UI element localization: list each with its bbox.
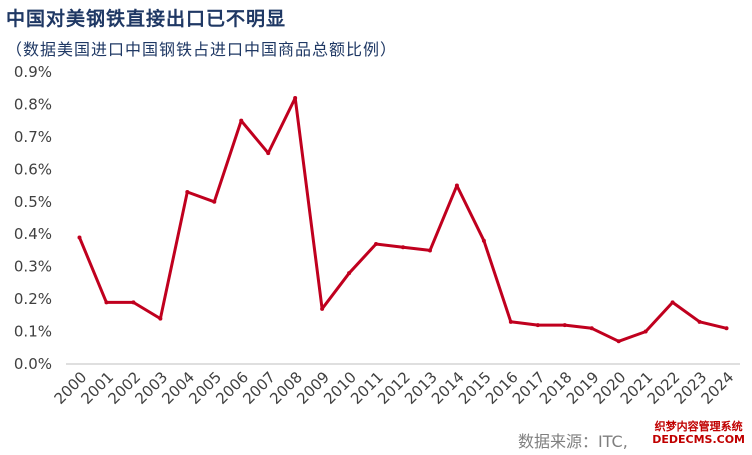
- y-tick-label: 0.3%: [14, 258, 52, 276]
- y-tick-label: 0.7%: [14, 128, 52, 146]
- chart-subtitle: （数据美国进口中国钢铁占进口中国商品总额比例）: [6, 40, 398, 59]
- watermark-logo: 织梦内容管理系统 DEDECMS.COM: [649, 418, 748, 448]
- data-point: [266, 151, 271, 156]
- series-line: [78, 96, 727, 343]
- data-point: [535, 323, 540, 328]
- data-point: [643, 329, 648, 334]
- data-point: [293, 95, 298, 100]
- data-point: [562, 323, 567, 328]
- y-axis: 0.0% 0.1% 0.2% 0.3% 0.4% 0.5% 0.6% 0.7% 0.8% 0.9%: [14, 63, 52, 373]
- y-tick-label: 0.9%: [14, 63, 52, 81]
- data-point: [158, 316, 163, 321]
- y-tick-label: 0.5%: [14, 193, 52, 211]
- data-point: [724, 326, 729, 331]
- data-point: [401, 245, 405, 250]
- y-tick-label: 0.1%: [14, 323, 52, 341]
- data-point: [320, 306, 325, 311]
- data-point: [131, 300, 136, 305]
- chart-title: 中国对美钢铁直接出口已不明显: [6, 8, 287, 30]
- data-point: [239, 118, 244, 123]
- watermark-line1: 织梦内容管理系统: [654, 420, 743, 433]
- data-point: [670, 300, 675, 305]
- y-tick-label: 0.2%: [14, 290, 52, 308]
- data-point: [347, 271, 352, 276]
- source-note: 数据来源：ITC,: [518, 432, 628, 451]
- y-tick-label: 0.4%: [14, 225, 52, 243]
- data-point: [77, 235, 82, 240]
- data-point: [212, 199, 217, 204]
- data-point: [697, 319, 702, 324]
- data-point: [104, 300, 109, 305]
- data-point: [508, 319, 513, 324]
- data-point: [616, 339, 621, 344]
- watermark-line2: DEDECMS.COM: [652, 433, 745, 446]
- x-axis: 2000200120022003200420052006200720082009…: [51, 368, 738, 408]
- y-tick-label: 0.0%: [14, 355, 52, 373]
- y-tick-label: 0.6%: [14, 160, 52, 178]
- data-point: [589, 326, 594, 331]
- data-point: [185, 190, 190, 195]
- data-point: [481, 238, 486, 243]
- data-point: [427, 248, 432, 253]
- data-point: [374, 241, 379, 246]
- data-point: [454, 183, 459, 188]
- y-tick-label: 0.8%: [14, 95, 52, 113]
